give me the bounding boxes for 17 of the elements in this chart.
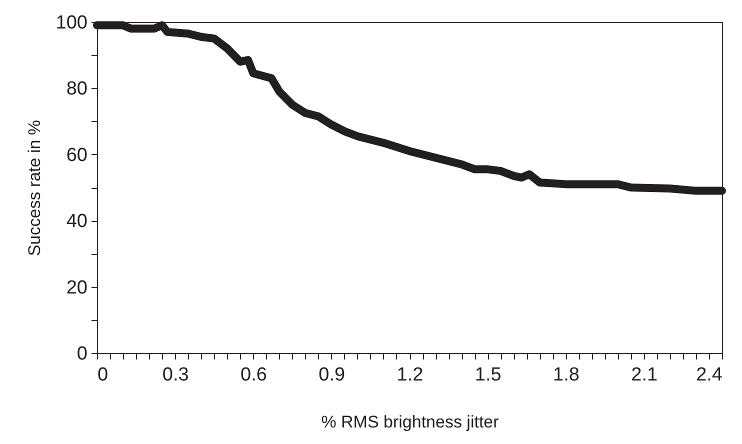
x-tick-label: 2.4 [696, 364, 723, 386]
x-tick-label: 0 [98, 364, 108, 386]
y-tick-label: 100 [56, 12, 88, 34]
x-tick-label: 0.3 [162, 364, 189, 386]
x-tick-label: 1.8 [553, 364, 580, 386]
y-tick-label: 20 [66, 277, 88, 298]
x-axis-title: % RMS brightness jitter [321, 412, 500, 432]
y-axis-title: Success rate in % [24, 120, 44, 256]
y-tick-label: 0 [76, 344, 88, 364]
x-tick-label: 0.6 [240, 364, 267, 386]
y-tick-label: 40 [66, 211, 88, 232]
x-tick-label: 2.1 [631, 364, 658, 386]
x-tick-label: 1.5 [474, 364, 502, 386]
x-tick-label: 1.2 [396, 364, 424, 386]
y-tick-label: 80 [66, 78, 88, 100]
y-tick-label: 60 [66, 144, 88, 166]
x-tick-label: 0.9 [318, 364, 346, 386]
